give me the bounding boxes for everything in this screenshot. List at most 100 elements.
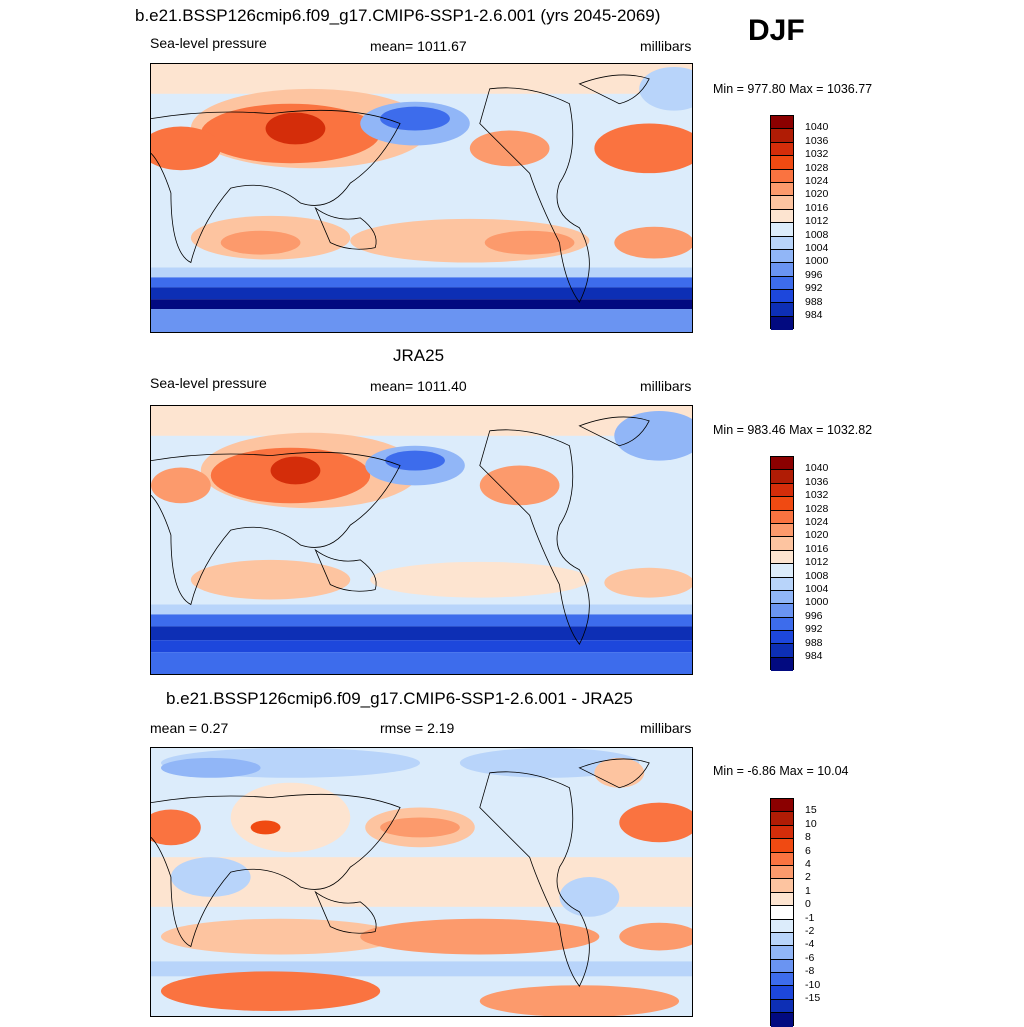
colorbar-label: 992 <box>805 282 823 295</box>
colorbar-label: 10 <box>805 817 817 830</box>
panel-obs-colorbar <box>770 456 794 672</box>
colorbar-swatch <box>771 657 793 672</box>
colorbar-label: 4 <box>805 858 811 870</box>
panel-diff-colorbar <box>770 798 794 1027</box>
colorbar-label: 6 <box>805 844 811 857</box>
colorbar-label: -6 <box>805 951 815 964</box>
panel-diff-rmse-label: rmse = 2.19 <box>380 720 455 736</box>
panel-obs-units-label: millibars <box>640 378 692 394</box>
colorbar-label: 8 <box>805 831 811 844</box>
colorbar-swatch <box>771 483 793 498</box>
colorbar-label: 1000 <box>805 255 829 268</box>
colorbar-label: 1020 <box>805 188 829 201</box>
colorbar-label: 1008 <box>805 228 829 241</box>
colorbar-label: 1040 <box>805 462 829 475</box>
colorbar-swatch <box>771 919 793 933</box>
colorbar-swatch <box>771 906 793 920</box>
panel-diff-minmax: Min = -6.86 Max = 10.04 <box>713 764 849 778</box>
colorbar-label: 1008 <box>805 569 829 582</box>
colorbar-swatch <box>771 290 793 304</box>
colorbar-swatch <box>771 839 793 853</box>
colorbar-swatch <box>771 604 793 618</box>
season-label: DJF <box>748 14 805 47</box>
colorbar-swatch <box>771 156 793 170</box>
colorbar-label: 1032 <box>805 489 829 502</box>
colorbar-swatch <box>771 316 793 331</box>
colorbar-swatch <box>771 116 793 130</box>
colorbar-swatch <box>771 617 793 632</box>
panel-model-units-label: millibars <box>640 38 692 54</box>
panel-obs-mean-label: mean= 1011.40 <box>370 378 467 394</box>
panel-diff-map-svg <box>151 748 692 1016</box>
colorbar-swatch <box>771 236 793 250</box>
panel-obs-title: JRA25 <box>393 346 445 365</box>
colorbar-label: 1000 <box>805 596 829 609</box>
colorbar-label: 984 <box>805 650 823 662</box>
colorbar-swatch <box>771 550 793 565</box>
colorbar-swatch <box>771 946 793 960</box>
colorbar-swatch <box>771 276 793 291</box>
panel-model-title: b.e21.BSSP126cmip6.f09_g17.CMIP6-SSP1-2.… <box>135 6 661 25</box>
colorbar-swatch <box>771 644 793 658</box>
colorbar-label: 1004 <box>805 242 829 254</box>
colorbar-swatch <box>771 182 793 197</box>
colorbar-label: -1 <box>805 911 815 924</box>
colorbar-label: 1012 <box>805 556 829 569</box>
colorbar-swatch <box>771 497 793 511</box>
colorbar-swatch <box>771 959 793 974</box>
colorbar-label: 2 <box>805 871 811 884</box>
panel-diff-title: b.e21.BSSP126cmip6.f09_g17.CMIP6-SSP1-2.… <box>166 689 633 708</box>
colorbar-swatch <box>771 799 793 813</box>
panel-model-minmax: Min = 977.80 Max = 1036.77 <box>713 82 873 96</box>
colorbar-label: 1024 <box>805 516 829 528</box>
colorbar-swatch <box>771 196 793 210</box>
panel-model-map-svg <box>151 64 692 332</box>
colorbar-label: 15 <box>805 804 817 817</box>
colorbar-label: -10 <box>805 978 821 991</box>
colorbar-swatch <box>771 564 793 578</box>
colorbar-label: -8 <box>805 965 815 978</box>
colorbar-label: 1004 <box>805 583 829 595</box>
colorbar-swatch <box>771 263 793 277</box>
colorbar-swatch <box>771 169 793 183</box>
colorbar-swatch <box>771 999 793 1014</box>
colorbar-swatch <box>771 577 793 591</box>
colorbar-label: 996 <box>805 268 823 281</box>
panel-diff-units-label: millibars <box>640 720 692 736</box>
panel-obs-minmax: Min = 983.46 Max = 1032.82 <box>713 423 873 437</box>
colorbar-label: 1036 <box>805 134 829 147</box>
colorbar-swatch <box>771 129 793 143</box>
colorbar-label: 1016 <box>805 201 829 214</box>
colorbar-swatch <box>771 590 793 605</box>
colorbar-swatch <box>771 812 793 826</box>
colorbar-label: 1016 <box>805 542 829 555</box>
colorbar-swatch <box>771 249 793 264</box>
panel-diff-mean-label: mean = 0.27 <box>150 720 229 736</box>
panel-model-map <box>150 63 693 333</box>
colorbar-label: 0 <box>805 898 811 911</box>
colorbar-label: 1020 <box>805 529 829 542</box>
colorbar-swatch <box>771 457 793 471</box>
colorbar-label: 988 <box>805 295 823 308</box>
colorbar-label: 988 <box>805 636 823 649</box>
panel-obs-variable-label: Sea-level pressure <box>150 375 267 391</box>
colorbar-swatch <box>771 142 793 157</box>
colorbar-label: 1040 <box>805 121 829 134</box>
colorbar-swatch <box>771 973 793 987</box>
panel-model-variable-label: Sea-level pressure <box>150 35 267 51</box>
colorbar-label: -4 <box>805 938 815 951</box>
colorbar-label: 992 <box>805 623 823 636</box>
panel-model-colorbar <box>770 115 794 331</box>
colorbar-label: 984 <box>805 309 823 321</box>
colorbar-swatch <box>771 852 793 866</box>
colorbar-swatch <box>771 825 793 840</box>
colorbar-swatch <box>771 932 793 947</box>
colorbar-swatch <box>771 209 793 224</box>
colorbar-swatch <box>771 510 793 524</box>
colorbar-label: 1032 <box>805 148 829 161</box>
colorbar-label: 1024 <box>805 175 829 187</box>
colorbar-label: -2 <box>805 925 815 937</box>
colorbar-swatch <box>771 879 793 893</box>
colorbar-label: 1028 <box>805 502 829 515</box>
colorbar-label: 1 <box>805 884 811 897</box>
